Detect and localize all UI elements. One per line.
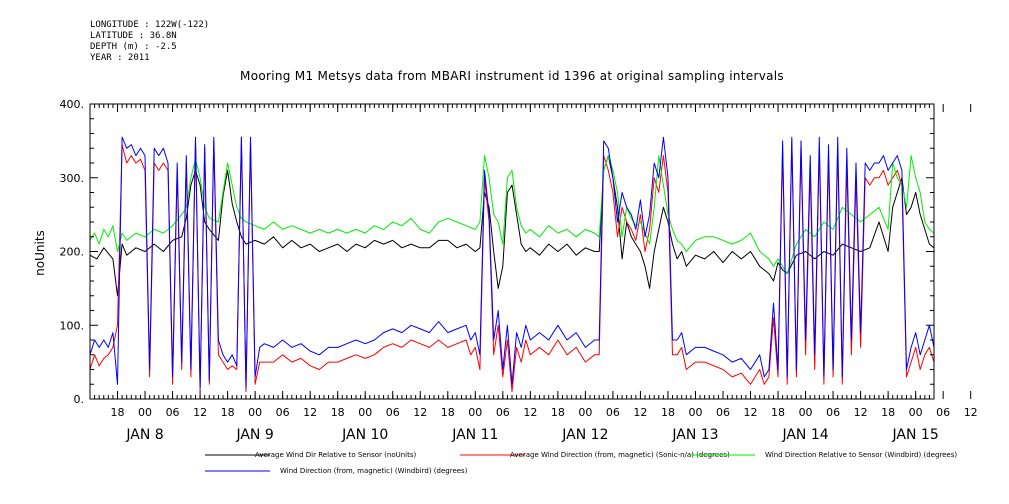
x-tick-label: 12 <box>854 406 868 419</box>
day-label: JAN 15 <box>892 427 939 443</box>
x-tick-label: 06 <box>166 406 180 419</box>
x-tick-label: 12 <box>193 406 207 419</box>
y-tick-label: 0. <box>74 393 85 406</box>
legend-label: Average Wind Direction (from, magnetic) … <box>510 451 730 459</box>
x-tick-label: 12 <box>744 406 758 419</box>
x-tick-label: 18 <box>551 406 565 419</box>
axes-layer: 0. 100. 200. 300. 400. 18 00 06 12 18 00 06 12 18 00 06… <box>60 98 978 443</box>
x-tick-label: 12 <box>413 406 427 419</box>
x-tick-label: 18 <box>881 406 895 419</box>
day-label: JAN 13 <box>671 427 718 443</box>
meta-depth: DEPTH (m) : -2.5 <box>90 42 177 52</box>
x-tick-label: 12 <box>523 406 537 419</box>
x-tick-label: 06 <box>276 406 290 419</box>
legend-label: Average Wind Dir Relative to Sensor (noU… <box>255 451 416 459</box>
x-tick-label: 00 <box>909 406 923 419</box>
day-label: JAN 14 <box>781 427 828 443</box>
day-label: JAN 9 <box>235 427 273 443</box>
x-tick-label: 06 <box>496 406 510 419</box>
x-tick-label: 06 <box>606 406 620 419</box>
x-tick-label: 06 <box>386 406 400 419</box>
metadata-block: LONGITUDE : 122W(-122) LATITUDE : 36.8N … <box>90 20 209 64</box>
day-label: JAN 11 <box>451 427 498 443</box>
x-tick-label: 12 <box>633 406 647 419</box>
day-label: JAN 8 <box>125 427 163 443</box>
x-tick-label: 00 <box>248 406 262 419</box>
x-tick-label: 18 <box>441 406 455 419</box>
x-tick-label: 00 <box>799 406 813 419</box>
meta-latitude: LATITUDE : 36.8N <box>90 31 177 41</box>
y-tick-label: 100. <box>60 319 85 332</box>
x-tick-label: 18 <box>771 406 785 419</box>
x-tick-label: 06 <box>936 406 950 419</box>
x-tick-label: 00 <box>688 406 702 419</box>
x-tick-label: 12 <box>303 406 317 419</box>
meta-longitude: LONGITUDE : 122W(-122) <box>90 20 210 30</box>
x-tick-label: 00 <box>138 406 152 419</box>
day-label: JAN 10 <box>341 427 388 443</box>
x-tick-label: 06 <box>826 406 840 419</box>
chart-title: Mooring M1 Metsys data from MBARI instru… <box>240 69 784 83</box>
series-line-1 <box>89 155 935 297</box>
y-tick-label: 400. <box>60 98 85 111</box>
series-line-4 <box>89 136 935 389</box>
series-layer <box>89 136 935 393</box>
day-label: JAN 12 <box>561 427 608 443</box>
x-tick-label: 00 <box>358 406 372 419</box>
x-tick-label: 18 <box>661 406 675 419</box>
x-tick-label: 18 <box>331 406 345 419</box>
meta-year: YEAR : 2011 <box>90 53 150 63</box>
x-tick-label: 00 <box>468 406 482 419</box>
legend-label: Wind Direction Relative to Sensor (Windb… <box>765 451 957 459</box>
legend-label: Wind Direction (from, magnetic) (Windbir… <box>280 467 468 475</box>
x-tick-label: 12 <box>964 406 978 419</box>
y-tick-label: 300. <box>60 172 85 185</box>
x-tick-label: 18 <box>221 406 235 419</box>
y-tick-label: 200. <box>60 246 85 259</box>
x-tick-label: 18 <box>111 406 125 419</box>
x-tick-label: 06 <box>716 406 730 419</box>
x-tick-label: 00 <box>578 406 592 419</box>
legend: Average Wind Dir Relative to Sensor (noU… <box>205 451 957 475</box>
y-axis-label: noUnits <box>33 230 47 276</box>
